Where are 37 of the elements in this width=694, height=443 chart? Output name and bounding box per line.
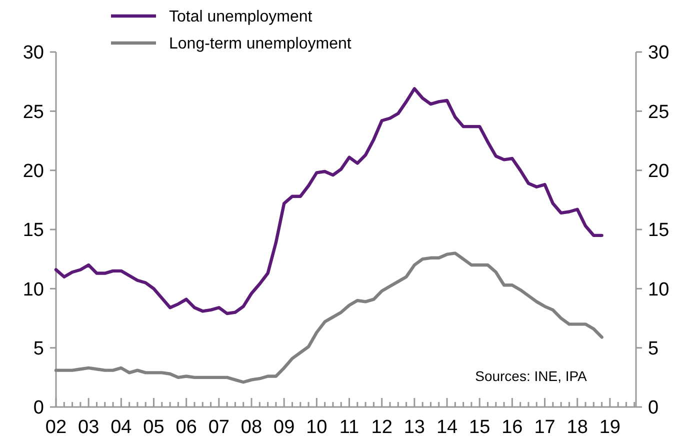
annotation: Sources: INE, IPA bbox=[475, 368, 588, 384]
x-tick-label: 10 bbox=[306, 417, 328, 438]
legend-label: Total unemployment bbox=[169, 8, 313, 26]
x-tick-label: 07 bbox=[208, 417, 230, 438]
x-tick-label: 06 bbox=[176, 417, 197, 438]
x-tick-label: 18 bbox=[566, 417, 588, 438]
y-tick-label: 20 bbox=[22, 160, 44, 182]
x-tick-label: 08 bbox=[240, 417, 262, 438]
y-tick-label: 25 bbox=[22, 102, 44, 123]
line-series bbox=[54, 252, 604, 384]
x-tick-label: 11 bbox=[339, 417, 360, 438]
x-tick-label: 03 bbox=[78, 417, 100, 438]
y2-tick-label: 10 bbox=[648, 279, 670, 300]
line-series bbox=[54, 87, 604, 316]
x-tick-label: 19 bbox=[599, 417, 621, 438]
x-tick-label: 17 bbox=[534, 417, 556, 438]
x-tick-label: 09 bbox=[274, 417, 295, 438]
y-tick-label: 30 bbox=[22, 42, 44, 64]
x-tick-label: 14 bbox=[436, 417, 458, 438]
y2-tick-label: 5 bbox=[648, 338, 659, 360]
x-tick-label: 05 bbox=[143, 417, 164, 438]
x-tick-label: 12 bbox=[371, 417, 392, 438]
x-tick-label: 04 bbox=[110, 417, 132, 438]
y-tick-label: 0 bbox=[33, 398, 44, 419]
legend-label: Long-term unemployment bbox=[169, 36, 352, 53]
y-tick-label: 15 bbox=[22, 220, 44, 242]
x-tick-label: 16 bbox=[502, 417, 523, 438]
y2-tick-label: 15 bbox=[648, 220, 670, 242]
x-tick-label: 02 bbox=[45, 417, 67, 438]
x-tick-label: 13 bbox=[404, 417, 425, 438]
y2-tick-label: 25 bbox=[648, 102, 670, 123]
y-tick-label: 10 bbox=[22, 279, 44, 300]
y2-tick-label: 30 bbox=[648, 42, 670, 64]
y2-tick-label: 20 bbox=[648, 160, 670, 182]
y2-tick-label: 0 bbox=[648, 398, 659, 419]
y-tick-label: 5 bbox=[33, 338, 44, 360]
x-tick-label: 15 bbox=[469, 417, 490, 438]
